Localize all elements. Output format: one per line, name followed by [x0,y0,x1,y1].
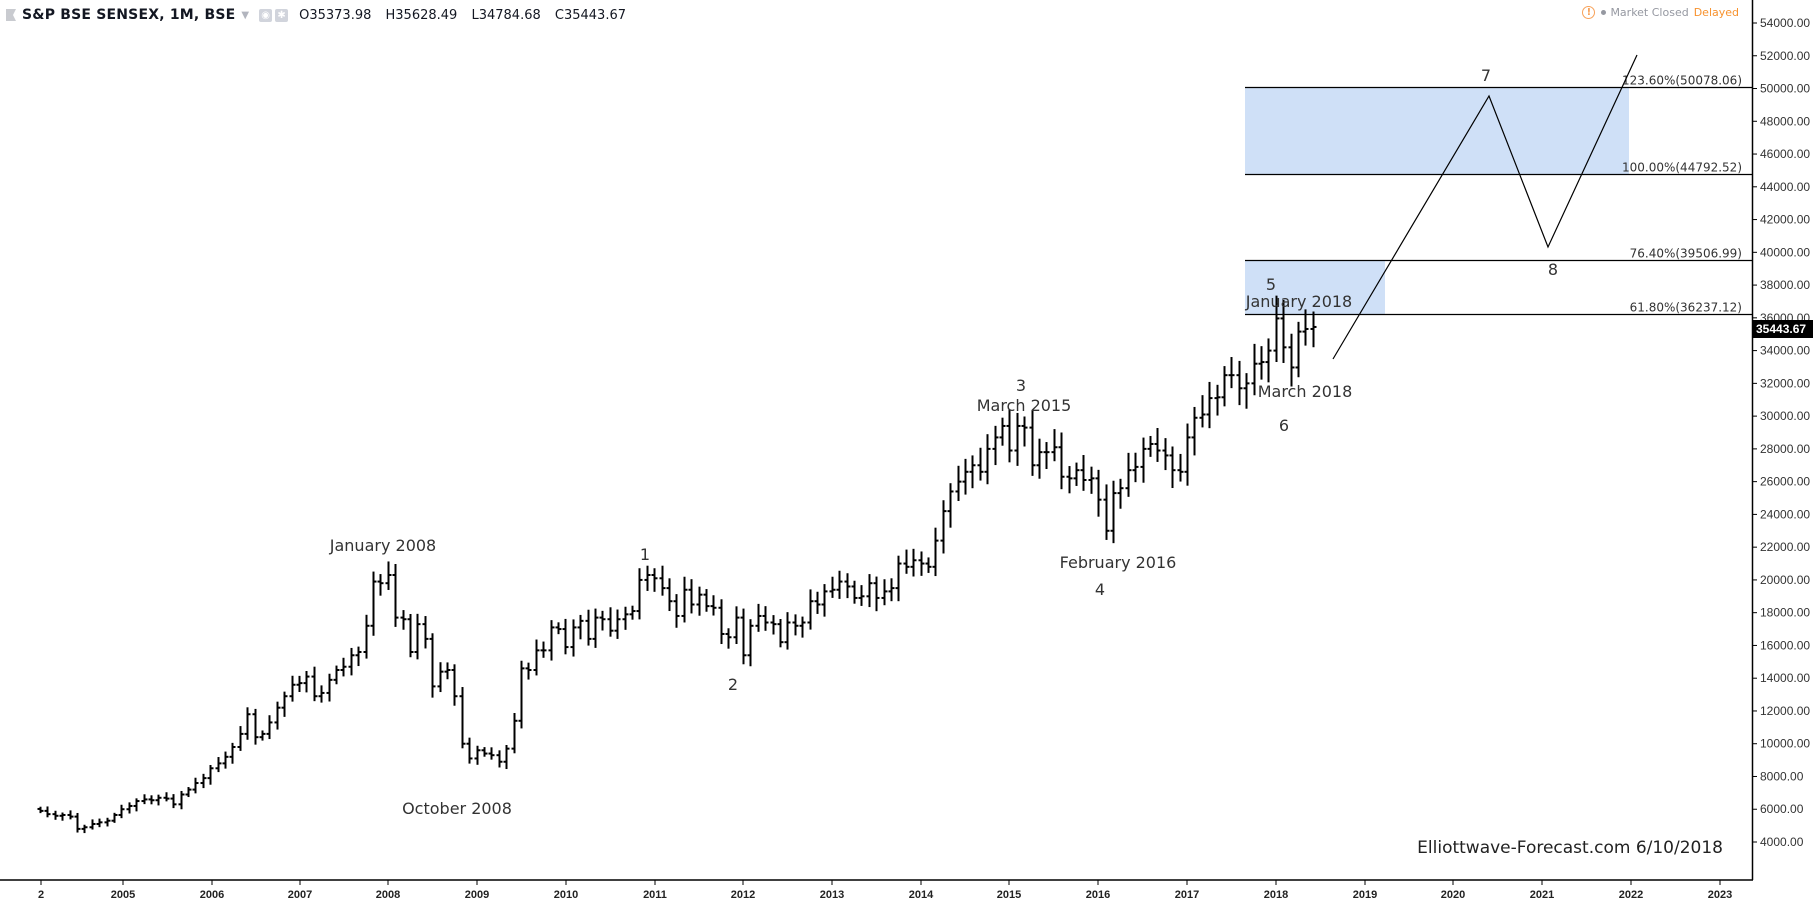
collapse-legend-icon[interactable] [6,9,16,21]
x-tick-label: 2020 [1441,889,1465,901]
label-january-2008: January 2008 [329,536,436,555]
y-tick-label: 46000.00 [1760,147,1810,161]
gear-icon[interactable]: ✱ [275,8,289,22]
y-tick-label: 54000.00 [1760,16,1810,30]
x-tick-label: 2014 [909,889,934,901]
y-tick-label: 10000.00 [1760,737,1810,751]
fib-zone-upper [1245,87,1629,174]
wave-label-5: 5 [1266,275,1276,294]
low-value: L34784.68 [471,7,541,23]
x-tick-label: 2016 [1086,889,1110,901]
y-tick-label: 14000.00 [1760,671,1810,685]
warning-icon[interactable]: ! [1582,6,1596,19]
wave-label-3: 3 [1016,376,1026,395]
market-closed-label: Market Closed [1610,6,1689,19]
fib-level-label: 100.00%(44792.52) [1622,161,1742,175]
fib-level-label: 123.60%(50078.06) [1622,74,1742,88]
fib-extension-lines[interactable]: 123.60%(50078.06) 100.00%(44792.52) 76.40%… [1245,74,1752,316]
x-tick-label: 2007 [288,889,312,901]
y-tick-label: 4000.00 [1760,835,1804,849]
y-tick-label: 38000.00 [1760,278,1810,292]
x-tick-label: 2017 [1175,889,1199,901]
wave-label-2: 2 [728,675,738,694]
x-tick-label: 2009 [465,889,489,901]
symbol-title[interactable]: S&P BSE SENSEX, 1M, BSE [22,7,236,23]
x-tick-label: 2023 [1708,889,1732,901]
watermark: Elliottwave-Forecast.com 6/10/2018 [1417,838,1723,858]
ohlc-bars [37,295,1317,834]
x-tick-label: 2006 [200,889,224,901]
y-tick-label: 52000.00 [1760,49,1810,63]
projection-path[interactable] [1332,54,1638,360]
label-march-2015: March 2015 [977,396,1072,415]
x-tick-label: 2010 [554,889,578,901]
x-tick-label: 2011 [643,889,667,901]
fib-zone-lower [1245,260,1385,314]
x-tick-label: 2012 [731,889,755,901]
y-tick-label: 28000.00 [1760,442,1810,456]
y-tick-label: 6000.00 [1760,802,1804,816]
y-tick-label: 18000.00 [1760,606,1810,620]
wave-label-7: 7 [1481,66,1491,85]
wave-label-6: 6 [1279,416,1289,435]
x-tick-label: 2021 [1530,889,1554,901]
eye-icon[interactable]: ◉ [259,8,273,22]
delayed-label[interactable]: Delayed [1693,6,1739,19]
price-axis[interactable]: 54000.00 52000.00 50000.00 48000.00 46000.00… [1752,16,1810,849]
y-tick-label: 26000.00 [1760,475,1810,489]
label-march-2018: March 2018 [1258,382,1353,401]
wave-label-1: 1 [640,545,650,564]
high-value: H35628.49 [385,7,458,23]
wave-label-4: 4 [1095,580,1105,599]
x-tick-label: 2005 [111,889,135,901]
y-tick-label: 48000.00 [1760,114,1810,128]
label-february-2016: February 2016 [1060,553,1177,572]
y-tick-label: 24000.00 [1760,507,1810,521]
label-january-2018: January 2018 [1245,292,1352,311]
label-october-2008: October 2008 [402,799,512,818]
y-tick-label: 44000.00 [1760,180,1810,194]
x-tick-label: 2018 [1264,889,1288,901]
y-tick-label: 50000.00 [1760,82,1810,96]
ohlc-values: O35373.98 H35628.49 L34784.68 C35443.67 [299,8,636,23]
y-tick-label: 8000.00 [1760,769,1804,783]
y-tick-label: 42000.00 [1760,213,1810,227]
last-price-tag: 35443.67 [1753,320,1813,338]
x-tick-label: 2008 [376,889,400,901]
fib-level-label: 61.80%(36237.12) [1630,301,1742,315]
status-dot-icon [1601,10,1607,15]
x-tick-label: 2 [38,889,44,901]
y-tick-label: 30000.00 [1760,409,1810,423]
y-tick-label: 32000.00 [1760,376,1810,390]
market-status: ! Market Closed Delayed [1582,6,1739,19]
y-tick-label: 12000.00 [1760,704,1810,718]
open-value: O35373.98 [299,7,372,23]
y-tick-label: 40000.00 [1760,245,1810,259]
y-tick-label: 34000.00 [1760,344,1810,358]
y-tick-label: 20000.00 [1760,573,1810,587]
x-tick-label: 2019 [1353,889,1377,901]
y-tick-label: 22000.00 [1760,540,1810,554]
x-tick-label: 2013 [820,889,844,901]
time-axis[interactable]: 2 2005 2006 2007 2008 2009 2010 2011 2012 2013 201… [38,880,1732,901]
chevron-down-icon[interactable]: ▼ [241,9,250,21]
x-tick-label: 2015 [997,889,1021,901]
fib-level-label: 76.40%(39506.99) [1630,247,1742,261]
close-value: C35443.67 [554,7,626,23]
wave-label-8: 8 [1548,260,1558,279]
x-tick-label: 2022 [1619,889,1643,901]
chart-legend-header: S&P BSE SENSEX, 1M, BSE ▼ ◉ ✱ O35373.98 … [0,0,636,30]
y-tick-label: 16000.00 [1760,638,1810,652]
